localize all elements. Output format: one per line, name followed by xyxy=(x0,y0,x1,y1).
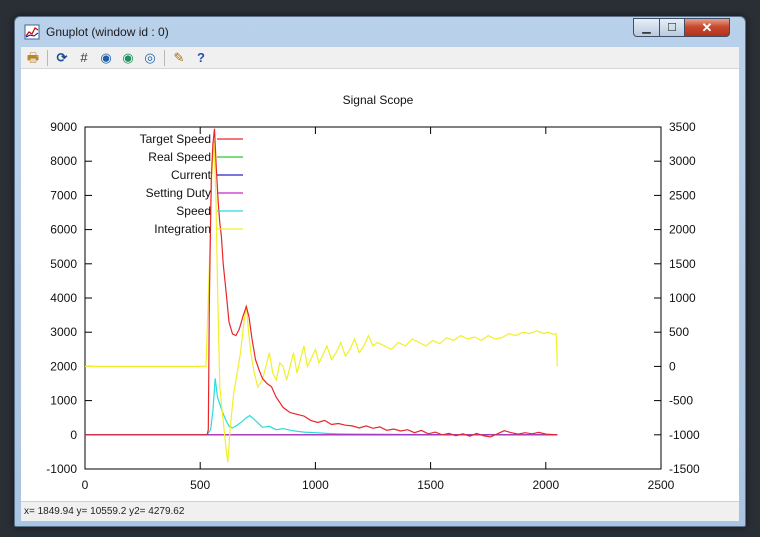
x-tick-label: 2500 xyxy=(648,478,675,492)
y-tick-label: 9000 xyxy=(50,120,77,134)
y2-tick-label: 1000 xyxy=(669,291,696,305)
x-tick-label: 2000 xyxy=(532,478,559,492)
y2-tick-label: 500 xyxy=(669,325,689,339)
y-tick-label: 1000 xyxy=(50,394,77,408)
y2-tick-label: -500 xyxy=(669,394,693,408)
y-tick-label: 2000 xyxy=(50,359,77,373)
options-icon[interactable]: ✎ xyxy=(173,49,185,65)
close-button[interactable]: ✕ xyxy=(684,18,730,37)
x-tick-label: 0 xyxy=(82,478,89,492)
legend-label: Real Speed xyxy=(148,150,211,164)
series-line-integration xyxy=(85,140,558,463)
toolbar-separator xyxy=(47,49,48,66)
toolbar: 🖶 ⟳ # ◉ ◉ ◎ ✎ ? xyxy=(21,47,739,69)
signal-scope-chart[interactable]: Signal Scope 0 500 1000 1500 2000 2500 -1000 0 10… xyxy=(21,69,739,501)
y2-tick-label: 2500 xyxy=(669,188,696,202)
y-tick-label: 0 xyxy=(70,428,77,442)
y2-tick-label: 3000 xyxy=(669,154,696,168)
minimize-button[interactable]: ▁ xyxy=(633,18,660,37)
y2-tick-label: -1500 xyxy=(669,462,700,476)
plot-area[interactable]: Signal Scope 0 500 1000 1500 2000 2500 -1000 0 10… xyxy=(21,69,739,501)
y-tick-label: 6000 xyxy=(50,223,77,237)
y-tick-label: 7000 xyxy=(50,188,77,202)
y2-tick-label: -1000 xyxy=(669,428,700,442)
legend-label: Integration xyxy=(154,222,211,236)
legend-label: Setting Duty xyxy=(146,186,211,200)
y2-tick-label: 3500 xyxy=(669,120,696,134)
zoom-next-icon[interactable]: ◉ xyxy=(122,49,134,65)
help-icon[interactable]: ? xyxy=(197,49,205,65)
window-title: Gnuplot (window id : 0) xyxy=(46,25,169,39)
gnuplot-window: Gnuplot (window id : 0) ▁ ☐ ✕ 🖶 ⟳ # ◉ ◉ … xyxy=(14,16,746,527)
copy-print-icon[interactable]: 🖶 xyxy=(26,49,40,65)
chart-title: Signal Scope xyxy=(343,93,414,107)
legend-label: Current xyxy=(171,168,212,182)
maximize-button[interactable]: ☐ xyxy=(659,18,685,37)
y-tick-label: 5000 xyxy=(50,257,77,271)
y2-tick-label: 1500 xyxy=(669,257,696,271)
series-line-speed xyxy=(85,378,558,436)
series-line-target-speed xyxy=(85,128,558,438)
maximize-icon: ☐ xyxy=(667,22,677,34)
y-tick-label: 4000 xyxy=(50,291,77,305)
x-tick-label: 1000 xyxy=(302,478,329,492)
y2-tick-label: 0 xyxy=(669,359,676,373)
legend-label: Speed xyxy=(176,204,211,218)
status-bar: x= 1849.94 y= 10559.2 y2= 4279.62 xyxy=(21,501,739,521)
y-tick-label: -1000 xyxy=(46,462,77,476)
x-tick-label: 500 xyxy=(190,478,210,492)
legend-label: Target Speed xyxy=(140,132,211,146)
grid-icon[interactable]: # xyxy=(80,49,88,65)
y-tick-label: 3000 xyxy=(50,325,77,339)
x-tick-label: 1500 xyxy=(417,478,444,492)
zoom-prev-icon[interactable]: ◉ xyxy=(100,49,112,65)
gnuplot-app-icon xyxy=(24,24,40,40)
replot-icon[interactable]: ⟳ xyxy=(56,49,68,65)
y2-tick-label: 2000 xyxy=(669,223,696,237)
minimize-icon: ▁ xyxy=(642,22,651,34)
cursor-coordinates: x= 1849.94 y= 10559.2 y2= 4279.62 xyxy=(24,506,185,517)
unzoom-icon[interactable]: ◎ xyxy=(144,49,156,65)
close-icon: ✕ xyxy=(701,19,713,35)
title-bar[interactable]: Gnuplot (window id : 0) ▁ ☐ ✕ xyxy=(15,17,745,47)
toolbar-separator xyxy=(164,49,165,66)
y-tick-label: 8000 xyxy=(50,154,77,168)
